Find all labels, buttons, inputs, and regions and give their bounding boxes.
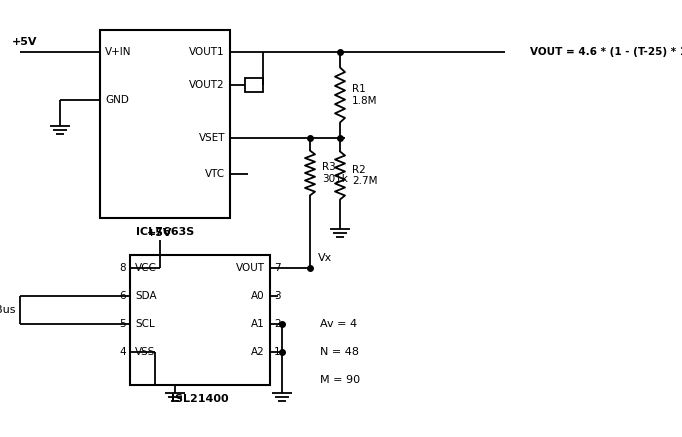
- Text: VOUT: VOUT: [236, 263, 265, 273]
- Text: 4: 4: [119, 347, 126, 357]
- Text: A0: A0: [252, 291, 265, 301]
- Text: 1: 1: [274, 347, 280, 357]
- Text: 8: 8: [119, 263, 126, 273]
- Text: 2: 2: [274, 319, 280, 329]
- Text: R1
1.8M: R1 1.8M: [352, 84, 378, 106]
- Text: VTC: VTC: [205, 169, 225, 179]
- Text: +5V: +5V: [12, 37, 38, 47]
- Text: M = 90: M = 90: [320, 375, 360, 385]
- Text: 6: 6: [119, 291, 126, 301]
- Text: I²C Bus: I²C Bus: [0, 305, 16, 315]
- Text: GND: GND: [105, 95, 129, 105]
- Text: Vx: Vx: [318, 253, 332, 263]
- Text: SDA: SDA: [135, 291, 157, 301]
- Text: VOUT1: VOUT1: [190, 47, 225, 57]
- Text: A1: A1: [251, 319, 265, 329]
- Bar: [245, 78, 263, 92]
- Text: ISL21400: ISL21400: [171, 394, 229, 404]
- Text: VSET: VSET: [198, 133, 225, 143]
- Text: VOUT = 4.6 * (1 - (T-25) * 15 m/C): VOUT = 4.6 * (1 - (T-25) * 15 m/C): [530, 47, 682, 57]
- Text: V+IN: V+IN: [105, 47, 132, 57]
- Text: 7: 7: [274, 263, 280, 273]
- Text: +5V: +5V: [147, 228, 173, 238]
- Text: VOUT2: VOUT2: [190, 80, 225, 90]
- Text: 3: 3: [274, 291, 280, 301]
- Text: VCC: VCC: [135, 263, 157, 273]
- Text: ICL7663S: ICL7663S: [136, 227, 194, 237]
- Text: A2: A2: [251, 347, 265, 357]
- Text: R3
301k: R3 301k: [322, 162, 348, 184]
- Bar: [100, 30, 230, 218]
- Text: SCL: SCL: [135, 319, 155, 329]
- Bar: [130, 255, 270, 385]
- Text: R2
2.7M: R2 2.7M: [352, 165, 378, 186]
- Text: 5: 5: [119, 319, 126, 329]
- Text: VSS: VSS: [135, 347, 155, 357]
- Text: N = 48: N = 48: [320, 347, 359, 357]
- Text: Av = 4: Av = 4: [320, 319, 357, 329]
